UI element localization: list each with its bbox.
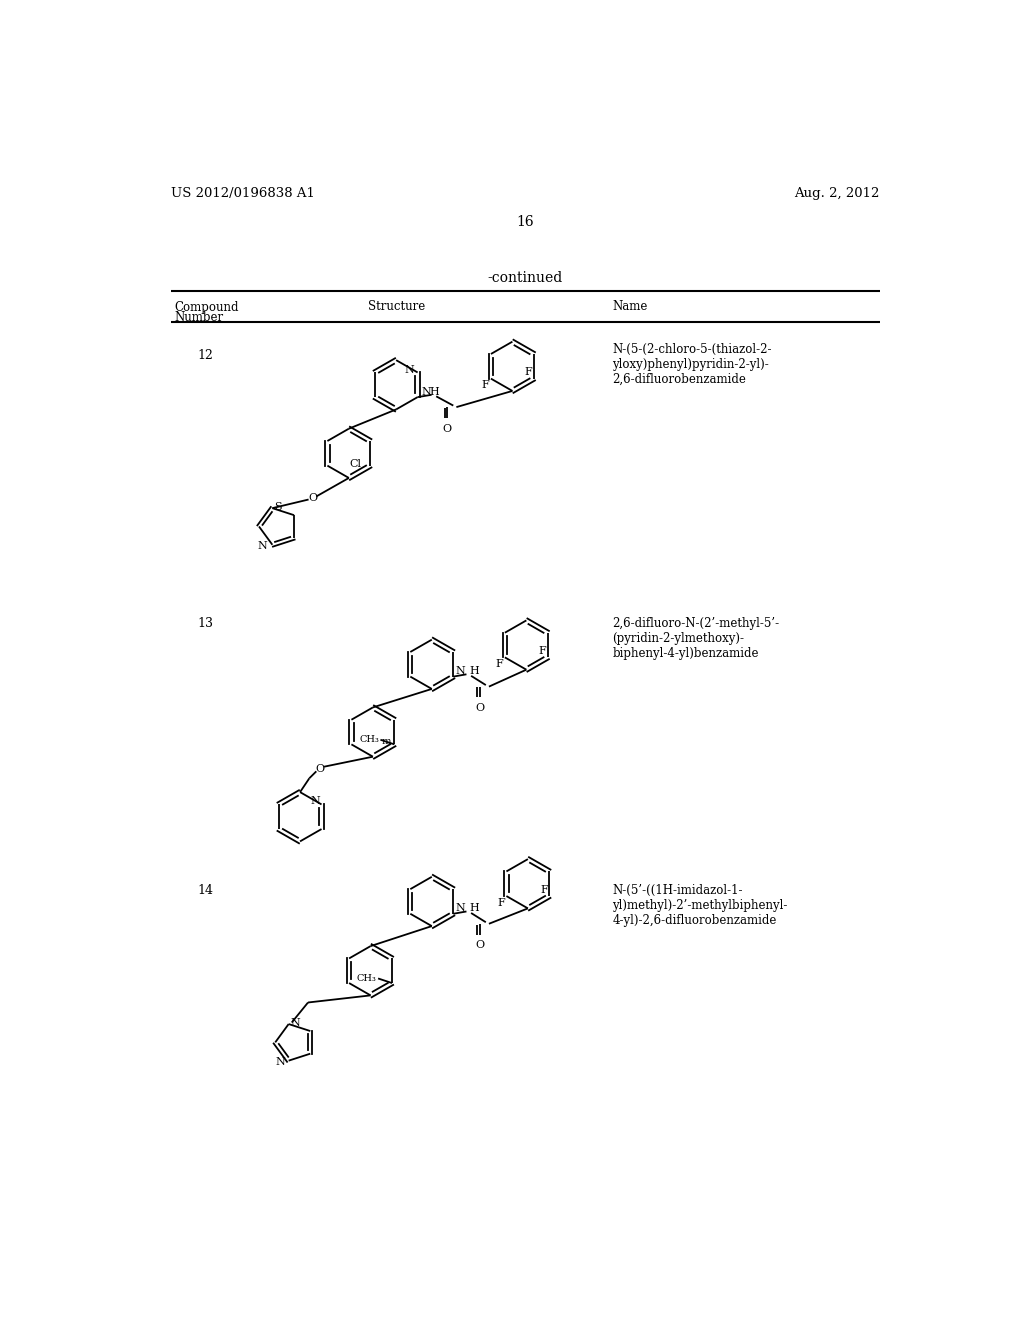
Text: CH₃: CH₃: [356, 974, 377, 983]
Text: O: O: [442, 424, 452, 434]
Text: N: N: [310, 796, 319, 807]
Text: -continued: -continued: [487, 271, 562, 285]
Text: O: O: [308, 492, 317, 503]
Text: Number: Number: [174, 312, 223, 323]
Text: N: N: [290, 1018, 300, 1027]
Text: N: N: [456, 667, 466, 676]
Text: Compound: Compound: [174, 301, 239, 314]
Text: F: F: [481, 380, 489, 391]
Text: F: F: [539, 645, 546, 656]
Text: N: N: [456, 903, 466, 913]
Text: 14: 14: [198, 884, 214, 896]
Text: N: N: [258, 541, 267, 552]
Text: 2,6-difluoro-N-(2’-methyl-5’-
(pyridin-2-ylmethoxy)-
biphenyl-4-yl)benzamide: 2,6-difluoro-N-(2’-methyl-5’- (pyridin-2…: [612, 618, 779, 660]
Text: 16: 16: [516, 215, 534, 228]
Text: N-(5-(2-chloro-5-(thiazol-2-
yloxy)phenyl)pyridin-2-yl)-
2,6-difluorobenzamide: N-(5-(2-chloro-5-(thiazol-2- yloxy)pheny…: [612, 343, 772, 387]
Text: N: N: [404, 366, 415, 375]
Text: F: F: [524, 367, 532, 378]
Text: Aug. 2, 2012: Aug. 2, 2012: [795, 186, 880, 199]
Text: N: N: [275, 1057, 286, 1067]
Text: 13: 13: [198, 618, 214, 631]
Text: Cl: Cl: [349, 459, 361, 469]
Text: m: m: [381, 737, 390, 746]
Text: F: F: [496, 659, 504, 669]
Text: H: H: [470, 667, 479, 676]
Text: F: F: [540, 884, 548, 895]
Text: CH₃: CH₃: [359, 735, 379, 744]
Text: 12: 12: [198, 350, 214, 363]
Text: Name: Name: [612, 300, 648, 313]
Text: N: N: [421, 387, 431, 397]
Text: H: H: [470, 903, 479, 913]
Text: US 2012/0196838 A1: US 2012/0196838 A1: [171, 186, 314, 199]
Text: O: O: [315, 764, 325, 774]
Text: O: O: [475, 704, 484, 713]
Text: S: S: [273, 502, 282, 512]
Text: H: H: [430, 387, 439, 397]
Text: F: F: [497, 898, 505, 908]
Text: Structure: Structure: [369, 300, 426, 313]
Text: N-(5’-((1H-imidazol-1-
yl)methyl)-2’-methylbiphenyl-
4-yl)-2,6-difluorobenzamide: N-(5’-((1H-imidazol-1- yl)methyl)-2’-met…: [612, 884, 787, 927]
Text: O: O: [475, 940, 484, 950]
